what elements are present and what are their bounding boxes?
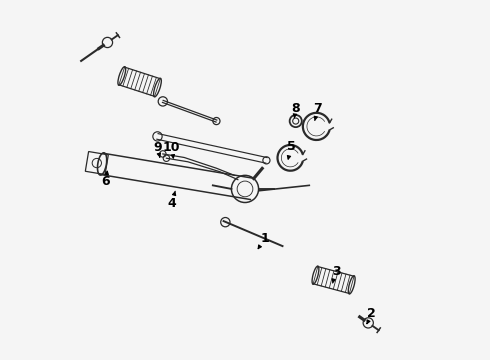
Text: 2: 2 (367, 307, 376, 324)
Text: 1: 1 (258, 233, 269, 249)
Text: 3: 3 (332, 265, 341, 283)
Text: 8: 8 (292, 102, 300, 118)
Text: 9: 9 (153, 141, 162, 157)
Text: 10: 10 (163, 141, 180, 158)
Text: 4: 4 (168, 191, 176, 210)
Text: 7: 7 (314, 102, 322, 121)
Text: 5: 5 (287, 140, 296, 159)
Text: 6: 6 (101, 171, 110, 188)
